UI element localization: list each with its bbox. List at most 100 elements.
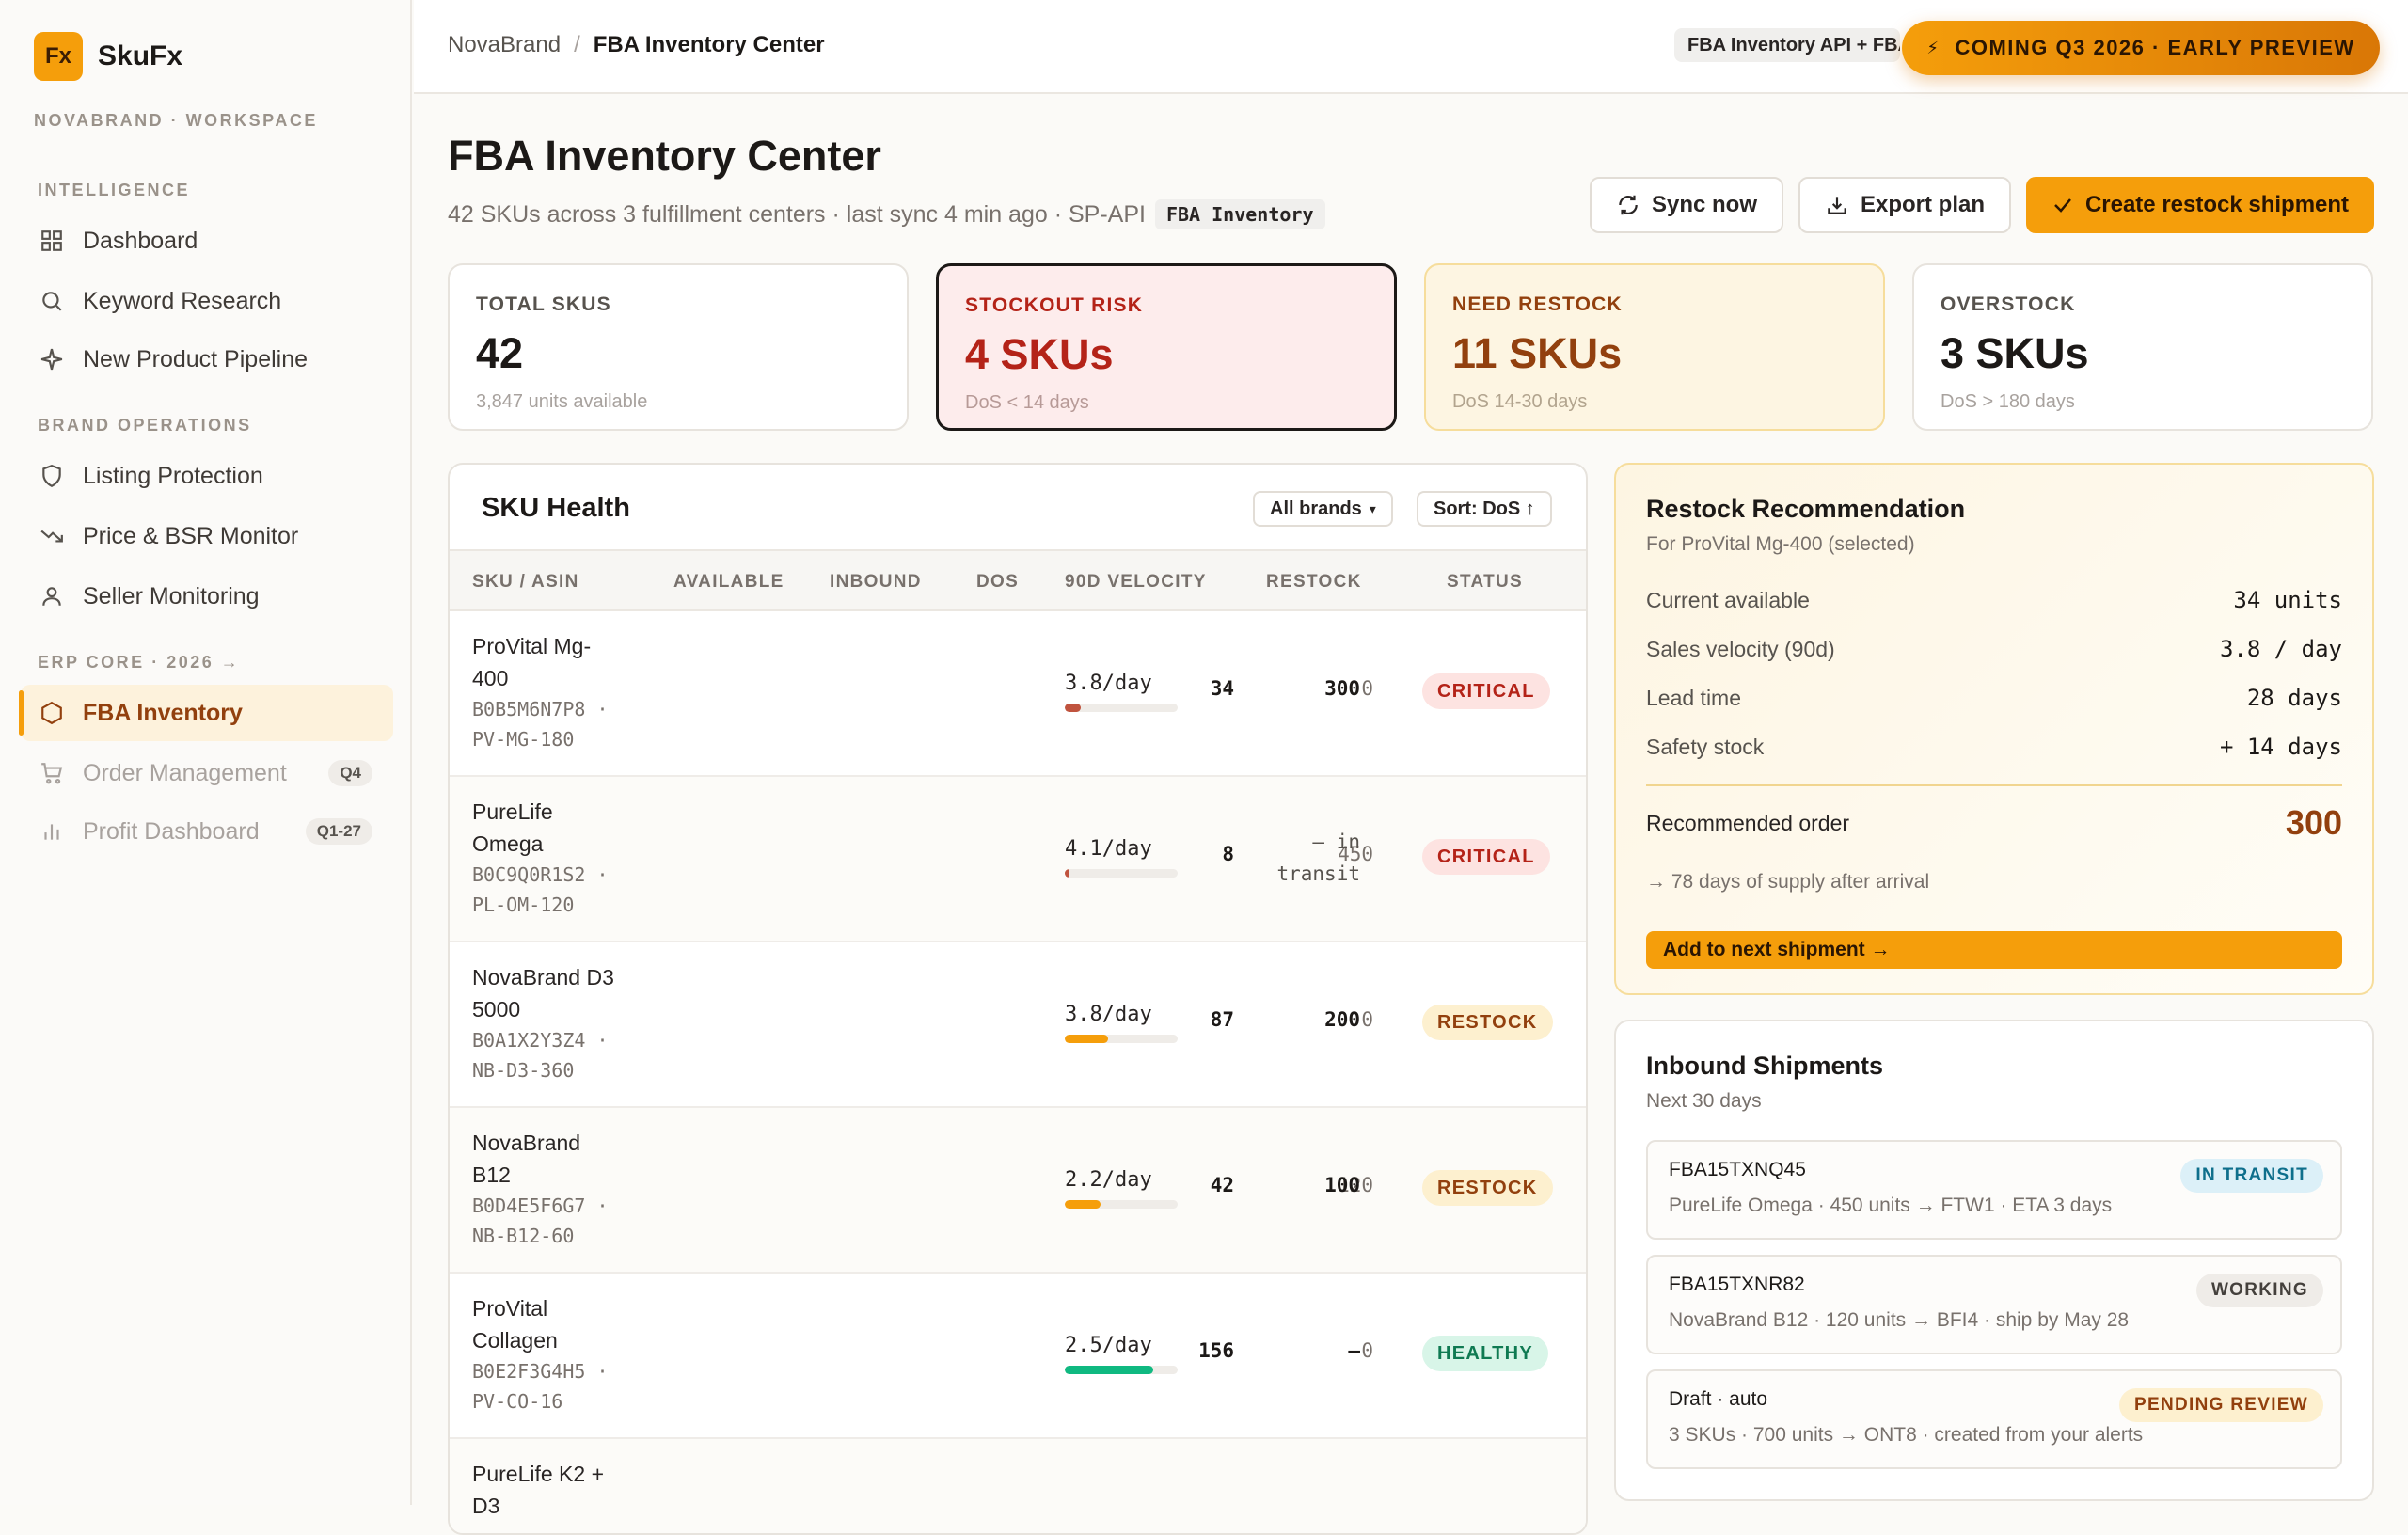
restock-row-label: Lead time <box>1646 685 1742 710</box>
brand-filter-select[interactable]: All brands ▾ <box>1253 491 1393 527</box>
restock-row-label: Current available <box>1646 587 1810 612</box>
page-subtitle: 42 SKUs across 3 fulfillment centers · l… <box>448 199 1325 229</box>
section-brand-operations: BRAND OPERATIONS <box>38 416 252 435</box>
sidebar: Fx SkuFx NOVABRAND · WORKSPACE INTELLIGE… <box>0 0 412 1505</box>
shipment-item[interactable]: Draft · auto 3 SKUs · 700 units → ONT8 ·… <box>1646 1369 2342 1469</box>
table-row[interactable]: NovaBrand D3 5000 B0A1X2Y3Z4 · NB-D3-360 87 0… <box>450 942 1586 1108</box>
bar-chart-icon <box>38 817 66 846</box>
status-badge: CRITICAL <box>1422 673 1550 709</box>
sidebar-item-listing-protection[interactable]: Listing Protection <box>21 448 393 504</box>
stat-card-stockout-risk[interactable]: STOCKOUT RISK 4 SKUs DoS < 14 days <box>936 263 1397 431</box>
restock-line: 200 <box>1324 1008 1360 1031</box>
sku-asin: B0A1X2Y3Z4 · NB-D3-360 <box>472 1025 651 1085</box>
sidebar-item-dashboard[interactable]: Dashboard <box>21 213 393 269</box>
add-to-next-shipment-button[interactable]: Add to next shipment → <box>1646 931 2342 969</box>
sync-now-button[interactable]: Sync now <box>1590 177 1783 233</box>
sidebar-item-label: Listing Protection <box>83 462 263 489</box>
stat-card-total-skus[interactable]: TOTAL SKUS 42 3,847 units available <box>448 263 909 431</box>
sidebar-item-seller-monitoring[interactable]: Seller Monitoring <box>21 568 393 625</box>
column-header[interactable]: DOS <box>976 572 1020 592</box>
status-badge: HEALTHY <box>1422 1336 1549 1371</box>
sync-label: Sync now <box>1651 192 1758 217</box>
sidebar-item-label: Keyword Research <box>83 287 282 314</box>
inbound-value: 120 <box>1338 1174 1373 1196</box>
velocity-bar-fill <box>1065 869 1069 878</box>
sku-name: NovaBrand D3 5000 <box>472 961 642 1025</box>
table-row[interactable]: ProVital Collagen B0E2F3G4H5 · PV-CO-16 156 0… <box>450 1274 1586 1439</box>
column-header[interactable]: STATUS <box>1447 572 1523 592</box>
status-badge: RESTOCK <box>1422 1170 1553 1206</box>
sidebar-item-fba-inventory[interactable]: FBA Inventory <box>19 685 393 741</box>
restock-row-value: + 14 days <box>2219 734 2342 760</box>
stat-value: 3 SKUs <box>1941 329 2089 377</box>
column-header[interactable]: AVAILABLE <box>673 572 784 592</box>
sku-name-line: 400 <box>472 666 509 690</box>
column-header[interactable]: RESTOCK <box>1266 572 1362 592</box>
inbound-shipments-card: Inbound Shipments Next 30 days FBA15TXNQ… <box>1614 1020 2374 1501</box>
refresh-icon <box>1616 193 1640 217</box>
stat-label: OVERSTOCK <box>1941 293 2076 315</box>
stat-value: 4 SKUs <box>965 330 1114 378</box>
stat-hint: DoS > 180 days <box>1941 391 2075 412</box>
topbar: NovaBrand / FBA Inventory Center FBA Inv… <box>414 0 2408 94</box>
column-header[interactable]: SKU / ASIN <box>472 572 579 592</box>
restock-value: — in transit <box>1247 826 1360 890</box>
sku-name-line: ProVital Mg- <box>472 634 592 658</box>
sku-name-line: D3 <box>472 1494 500 1518</box>
api-chip: FBA Inventory <box>1154 199 1325 229</box>
shipment-item[interactable]: FBA15TXNR82 NovaBrand B12 · 120 units → … <box>1646 1255 2342 1354</box>
section-intelligence: INTELLIGENCE <box>38 181 191 199</box>
restock-row-value: 28 days <box>2246 685 2342 711</box>
sidebar-item-label: Order Management <box>83 759 287 786</box>
shipment-item[interactable]: FBA15TXNQ45 PureLife Omega · 450 units →… <box>1646 1140 2342 1240</box>
sku-name-line: Collagen <box>472 1328 558 1353</box>
table-row[interactable]: PureLife K2 + D3 <box>450 1439 1586 1533</box>
column-header[interactable]: 90D VELOCITY <box>1065 572 1207 592</box>
sidebar-item-label: FBA Inventory <box>83 699 243 726</box>
brand[interactable]: Fx SkuFx <box>34 32 182 81</box>
restock-value: 300 <box>1247 677 1360 700</box>
sku-name: ProVital Collagen <box>472 1292 642 1356</box>
sort-select[interactable]: Sort: DoS ↑ <box>1417 491 1552 527</box>
sidebar-item-keyword-research[interactable]: Keyword Research <box>21 273 393 329</box>
sku-health-title: SKU Health <box>482 493 630 523</box>
shipment-id: FBA15TXNR82 <box>1669 1274 1805 1295</box>
velocity-value: 2.5/day <box>1065 1334 1152 1357</box>
available-value: 87 <box>1210 1008 1234 1031</box>
workspace-label: NOVABRAND · WORKSPACE <box>34 111 318 130</box>
inbound-title: Inbound Shipments <box>1646 1052 1883 1080</box>
status-badge: CRITICAL <box>1422 839 1550 875</box>
sidebar-item-new-product-pipeline[interactable]: New Product Pipeline <box>21 331 393 388</box>
sku-name-line: PureLife K2 + <box>472 1462 605 1486</box>
restock-title: Restock Recommendation <box>1646 495 1966 523</box>
status-badge: RESTOCK <box>1422 1005 1553 1040</box>
breadcrumb-item[interactable]: NovaBrand <box>448 32 562 57</box>
column-header[interactable]: INBOUND <box>830 572 922 592</box>
grid-icon <box>38 227 66 255</box>
roadmap-badge: Q1-27 <box>305 818 372 845</box>
stat-card-overstock[interactable]: OVERSTOCK 3 SKUs DoS > 180 days <box>1912 263 2373 431</box>
sidebar-item-profit-dashboard[interactable]: Profit Dashboard Q1-27 <box>21 803 393 860</box>
user-icon <box>38 582 66 610</box>
sidebar-item-order-management[interactable]: Order Management Q4 <box>21 745 393 801</box>
available-value: 42 <box>1210 1174 1234 1196</box>
velocity-value: 3.8/day <box>1065 1003 1152 1026</box>
create-restock-shipment-button[interactable]: Create restock shipment <box>2026 177 2374 233</box>
stat-hint: DoS 14-30 days <box>1452 391 1588 412</box>
stat-card-need-restock[interactable]: NEED RESTOCK 11 SKUs DoS 14-30 days <box>1424 263 1885 431</box>
sidebar-item-price-bsr-monitor[interactable]: Price & BSR Monitor <box>21 508 393 564</box>
restock-line: — <box>1348 1339 1360 1362</box>
sku-name-line: NovaBrand D3 <box>472 965 614 989</box>
restock-line: transit <box>1276 862 1360 885</box>
sparkle-icon <box>38 345 66 373</box>
sku-name-line: 5000 <box>472 997 521 1021</box>
chevron-down-icon: ▾ <box>1369 500 1376 516</box>
velocity-value: 4.1/day <box>1065 837 1152 861</box>
export-plan-button[interactable]: Export plan <box>1798 177 2011 233</box>
sku-health-card: SKU Health All brands ▾ Sort: DoS ↑ SKU … <box>448 463 1588 1535</box>
shipment-id: FBA15TXNQ45 <box>1669 1159 1806 1180</box>
sku-name-line: Omega <box>472 831 544 856</box>
